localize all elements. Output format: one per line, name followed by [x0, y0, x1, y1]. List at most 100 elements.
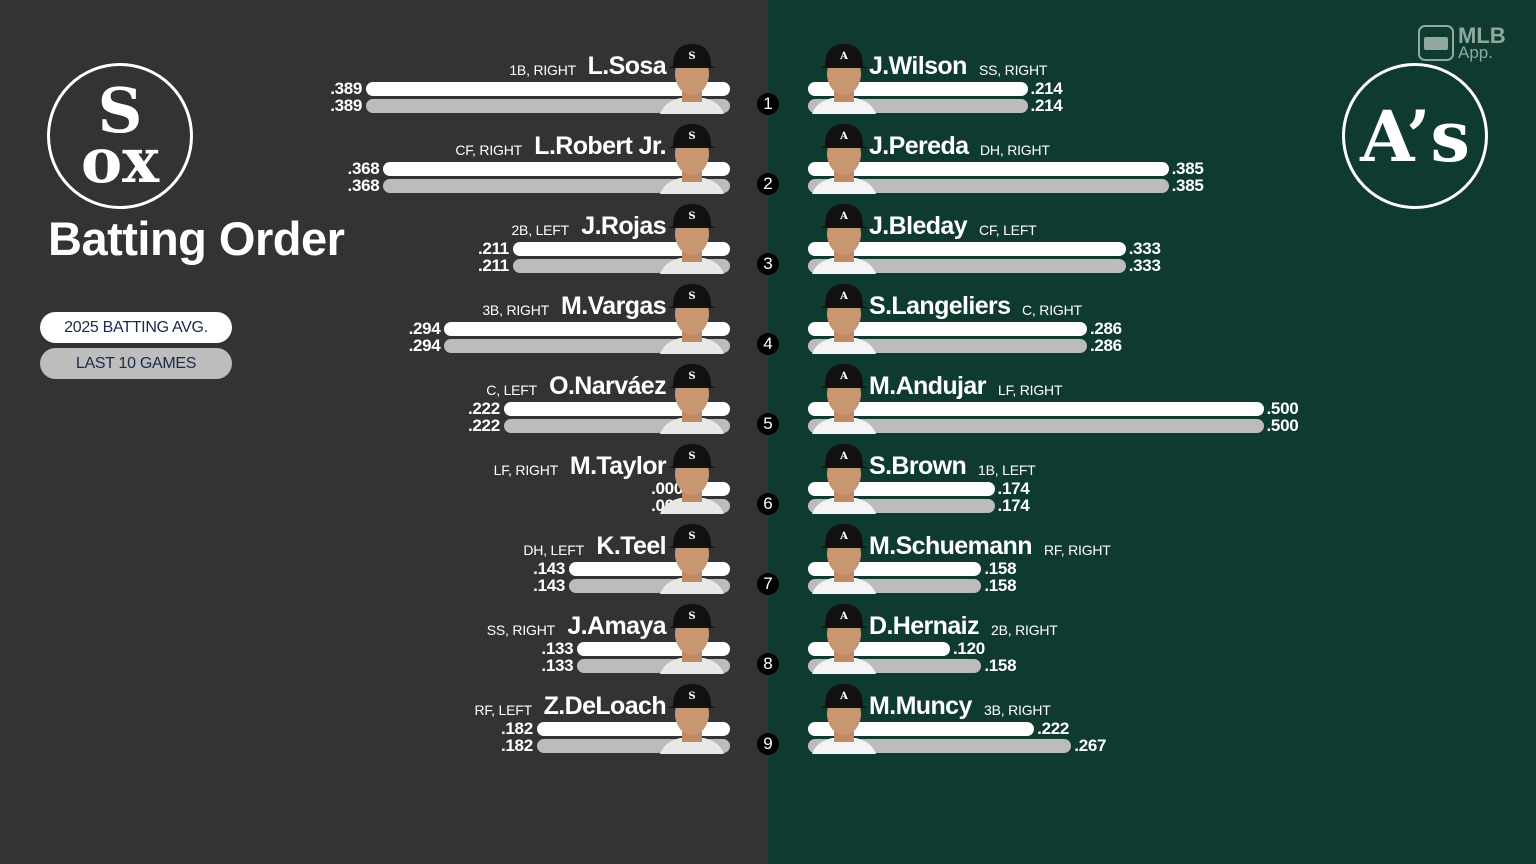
player-name[interactable]: D.Hernaiz [869, 612, 980, 640]
season-avg-value: .500 [1266, 399, 1299, 418]
season-avg-bar [808, 722, 1035, 736]
player-position: 2B, LEFT [511, 222, 569, 238]
batting-order-number: 4 [757, 333, 779, 355]
toggle-season-avg[interactable]: 2025 BATTING AVG. [40, 312, 232, 343]
season-avg-value: .174 [997, 479, 1030, 498]
player-name[interactable]: S.Langeliers [869, 292, 1011, 320]
athletics-logo: A’s [1342, 63, 1488, 209]
last10-avg-value: .158 [984, 576, 1017, 595]
player-name[interactable]: S.Brown [869, 452, 967, 480]
player-name[interactable]: O.Narváez [549, 372, 666, 400]
svg-text:A: A [839, 611, 848, 622]
player-name[interactable]: K.Teel [596, 532, 666, 560]
player-position: DH, LEFT [523, 542, 584, 558]
season-avg-value: .333 [1128, 239, 1161, 258]
last10-avg-value: .158 [984, 656, 1017, 675]
svg-text:S: S [688, 611, 695, 622]
svg-text:A: A [839, 291, 848, 302]
toggle-last-10-games[interactable]: LAST 10 GAMES [40, 348, 232, 379]
last10-avg-bar [444, 339, 730, 353]
season-avg-value: .222 [467, 399, 500, 418]
last10-avg-value: .174 [997, 496, 1030, 515]
player-position: RF, RIGHT [1044, 542, 1111, 558]
player-photo: A [806, 600, 882, 674]
last10-avg-value: .182 [500, 736, 533, 755]
last10-avg-bar [383, 179, 730, 193]
season-avg-value: .286 [1089, 319, 1122, 338]
season-avg-value: .000 [651, 479, 683, 498]
last10-avg-bar [366, 99, 730, 113]
player-position: 3B, RIGHT [482, 302, 549, 318]
season-avg-value: .133 [541, 639, 574, 658]
player-photo: S [654, 120, 730, 194]
player-photo: S [654, 200, 730, 274]
player-name[interactable]: L.Sosa [587, 52, 667, 80]
player-photo: A [806, 440, 882, 514]
player-photo: A [806, 120, 882, 194]
player-position: CF, RIGHT [455, 142, 522, 158]
player-photo: S [654, 440, 730, 514]
player-photo: A [806, 200, 882, 274]
svg-text:S: S [688, 691, 695, 702]
player-position: CF, LEFT [979, 222, 1037, 238]
batting-order-number: 5 [757, 413, 779, 435]
player-name[interactable]: M.Andujar [869, 372, 986, 400]
last10-avg-value: .286 [1089, 336, 1122, 355]
season-avg-bar [808, 322, 1087, 336]
last10-avg-value: .267 [1074, 736, 1107, 755]
player-name[interactable]: J.Bleday [869, 212, 968, 240]
svg-text:A: A [839, 51, 848, 62]
season-avg-value: .294 [408, 319, 441, 338]
svg-text:S: S [688, 131, 695, 142]
season-avg-value: .385 [1171, 159, 1204, 178]
season-avg-value: .222 [1037, 719, 1070, 738]
player-name[interactable]: M.Taylor [569, 452, 667, 480]
svg-text:A: A [839, 451, 848, 462]
last10-avg-value: .389 [330, 96, 363, 115]
player-position: DH, RIGHT [980, 142, 1050, 158]
player-name[interactable]: M.Schuemann [869, 532, 1032, 560]
last10-avg-value: .294 [408, 336, 441, 355]
player-name[interactable]: J.Wilson [869, 52, 967, 80]
player-photo: A [806, 520, 882, 594]
season-avg-bar [808, 242, 1126, 256]
svg-text:A: A [839, 691, 848, 702]
season-avg-value: .158 [984, 559, 1017, 578]
player-photo: A [806, 40, 882, 114]
batting-order-number: 9 [757, 733, 779, 755]
last10-avg-bar [808, 179, 1169, 193]
svg-text:S: S [688, 211, 695, 222]
player-name[interactable]: M.Muncy [869, 692, 972, 720]
player-position: RF, LEFT [474, 702, 532, 718]
svg-text:S: S [688, 371, 695, 382]
last10-avg-value: .385 [1171, 176, 1204, 195]
player-photo: A [806, 360, 882, 434]
svg-text:S: S [688, 451, 695, 462]
svg-text:A: A [839, 131, 848, 142]
last10-avg-value: .222 [467, 416, 500, 435]
player-photo: S [654, 520, 730, 594]
player-position: 1B, RIGHT [509, 62, 576, 78]
player-position: LF, RIGHT [493, 462, 559, 478]
mlb-logo-icon [1418, 25, 1454, 61]
season-avg-value: .368 [347, 159, 380, 178]
batting-order-number: 3 [757, 253, 779, 275]
season-avg-bar [444, 322, 730, 336]
svg-text:S: S [688, 531, 695, 542]
player-photo: S [654, 280, 730, 354]
player-name[interactable]: M.Vargas [561, 292, 667, 320]
player-name[interactable]: J.Amaya [567, 612, 666, 640]
last10-avg-bar [808, 339, 1087, 353]
player-name[interactable]: L.Robert Jr. [534, 132, 666, 160]
last10-avg-bar [808, 419, 1264, 433]
player-name[interactable]: Z.DeLoach [543, 692, 667, 720]
player-name[interactable]: J.Rojas [581, 212, 666, 240]
mlb-app-branding: MLB App. [1418, 25, 1506, 61]
player-photo: S [654, 600, 730, 674]
last10-avg-value: .368 [347, 176, 380, 195]
player-name[interactable]: J.Pereda [869, 132, 969, 160]
svg-text:S: S [688, 291, 695, 302]
season-avg-bar [808, 162, 1169, 176]
player-photo: S [654, 40, 730, 114]
